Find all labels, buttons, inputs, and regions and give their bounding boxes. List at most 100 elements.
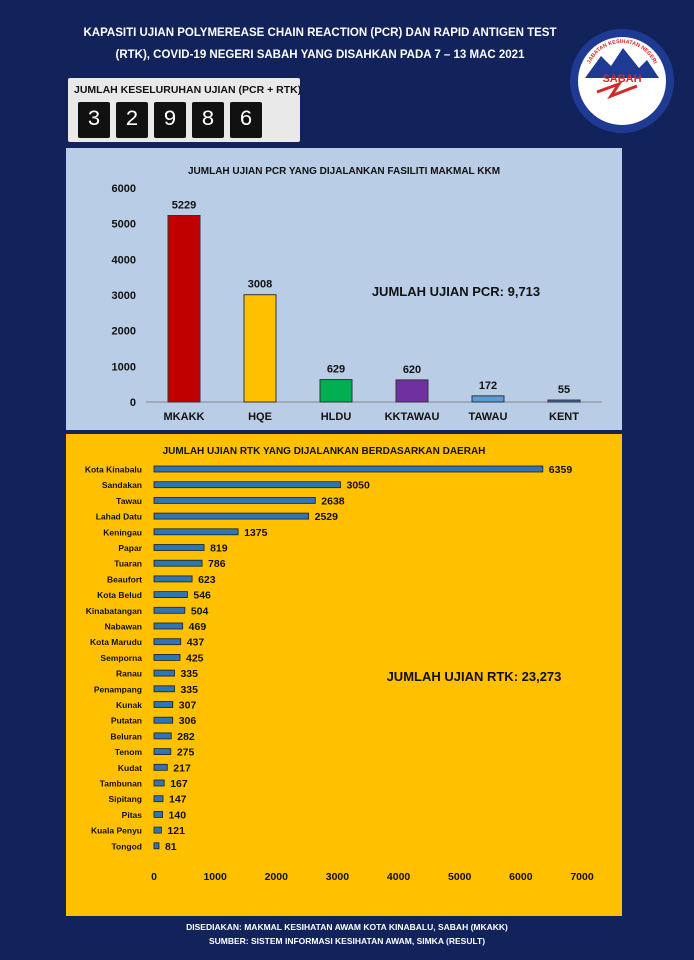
rtk-data-label: 6359 [549,464,573,476]
pcr-y-tick-label: 4000 [112,254,136,266]
rtk-category-label: Papar [118,543,142,553]
rtk-data-label: 167 [170,778,188,790]
rtk-bar [153,481,341,489]
rtk-category-label: Tenom [115,747,143,757]
pcr-y-tick-label: 2000 [112,326,136,338]
rtk-data-label: 2638 [321,495,345,507]
rtk-category-label: Kunak [116,700,142,710]
rtk-x-tick-label: 7000 [570,871,594,883]
lightning-icon [596,81,638,100]
pcr-category-label: MKAKK [164,411,205,423]
counter-digit: 8 [192,102,224,138]
rtk-bar [153,779,165,787]
pcr-bar [471,395,505,403]
pcr-y-tick-label: 1000 [112,361,136,373]
rtk-category-label: Tawau [116,496,142,506]
rtk-bar [153,685,175,693]
rtk-category-label: Lahad Datu [96,512,142,522]
credits-source: SUMBER: SISTEM INFORMASI KESIHATAN AWAM,… [208,936,486,946]
rtk-data-label: 425 [186,652,204,664]
rtk-bar [153,465,544,473]
rtk-data-label: 335 [180,684,198,696]
rtk-data-label: 546 [193,590,211,602]
rtk-data-label: 623 [198,574,216,586]
pcr-chart-panel: JUMLAH UJIAN PCR YANG DIJALANKAN FASILIT… [66,148,622,430]
rtk-bar [153,810,163,818]
rtk-bar [153,716,174,724]
counter-digit: 2 [116,102,148,138]
rtk-category-label: Kuala Penyu [91,826,142,836]
rtk-bar [153,748,172,756]
rtk-category-label: Beluran [110,731,142,741]
rtk-bar [153,638,182,646]
pcr-y-tick-label: 3000 [112,290,136,302]
rtk-x-tick-label: 4000 [387,871,411,883]
rtk-data-label: 275 [177,747,195,759]
rtk-category-label: Putatan [111,716,142,726]
mountain-icon [585,48,659,78]
pcr-chart: JUMLAH UJIAN PCR YANG DIJALANKAN FASILIT… [112,166,602,423]
pcr-data-label: 172 [479,380,497,392]
counter-digit: 6 [230,102,262,138]
rtk-bar [153,575,193,583]
rtk-category-label: Kudat [118,763,142,773]
credits: DISEDIAKAN: MAKMAL KESIHATAN AWAM KOTA K… [0,920,694,948]
rtk-bar [153,591,188,599]
rtk-bar [153,732,172,740]
rtk-category-label: Penampang [94,684,142,694]
rtk-bar [153,559,203,567]
rtk-category-label: Beaufort [107,574,142,584]
rtk-data-label: 819 [210,543,228,555]
rtk-category-label: Tambunan [100,779,142,789]
rtk-bar [153,606,186,614]
rtk-total-annotation: JUMLAH UJIAN RTK: 23,273 [387,669,562,684]
pcr-data-label: 629 [327,364,345,376]
rtk-category-label: Kota Kinabalu [85,465,142,475]
rtk-x-tick-label: 0 [151,871,157,883]
rtk-data-label: 307 [179,700,197,712]
rtk-chart-title: JUMLAH UJIAN RTK YANG DIJALANKAN BERDASA… [163,446,486,457]
rtk-bar [153,795,164,803]
rtk-category-label: Sipitang [108,794,142,804]
rtk-chart: JUMLAH UJIAN RTK YANG DIJALANKAN BERDASA… [85,446,594,883]
rtk-category-label: Sandakan [102,480,142,490]
pcr-y-tick-label: 0 [130,397,136,409]
pcr-data-label: 3008 [248,279,272,291]
rtk-bar [153,763,168,771]
total-tests-counter: JUMLAH KESELURUHAN UJIAN (PCR + RTK) 3 2… [68,78,302,142]
rtk-bar [153,653,181,661]
rtk-data-label: 121 [167,825,185,837]
pcr-category-label: HLDU [321,411,352,423]
title-line-2: (RTK), COVID-19 NEGERI SABAH YANG DISAHK… [115,49,525,61]
pcr-category-label: KENT [549,411,579,423]
rtk-x-tick-label: 2000 [265,871,289,883]
jkn-sabah-logo: JABATAN KESIHATAN NEGERI SABAH CPRC, JKN… [567,26,677,136]
rtk-bar [153,528,239,536]
rtk-data-label: 786 [208,558,226,570]
pcr-y-tick-label: 6000 [112,183,136,195]
rtk-x-tick-label: 3000 [326,871,350,883]
pcr-bar [243,294,277,403]
rtk-x-tick-label: 5000 [448,871,472,883]
rtk-data-label: 306 [179,715,197,727]
rtk-x-tick-label: 1000 [203,871,227,883]
rtk-category-label: Pitas [122,810,143,820]
rtk-category-label: Ranau [116,669,142,679]
rtk-category-label: Keningau [103,527,142,537]
counter-digit: 3 [78,102,110,138]
pcr-data-label: 55 [558,384,570,396]
logo-name: SABAH [602,73,641,85]
counter-label: JUMLAH KESELURUHAN UJIAN (PCR + RTK) [74,84,302,96]
rtk-data-label: 282 [177,731,195,743]
pcr-data-label: 620 [403,364,421,376]
counter-digit: 9 [154,102,186,138]
pcr-chart-title: JUMLAH UJIAN PCR YANG DIJALANKAN FASILIT… [188,166,500,177]
rtk-category-label: Kota Belud [97,590,142,600]
pcr-category-label: HQE [248,411,272,423]
rtk-data-label: 504 [191,605,209,617]
rtk-category-label: Semporna [100,653,142,663]
pcr-bar [547,399,581,403]
rtk-data-label: 335 [180,668,198,680]
mountain-peak-icon [619,42,627,48]
rtk-bar [153,622,184,630]
